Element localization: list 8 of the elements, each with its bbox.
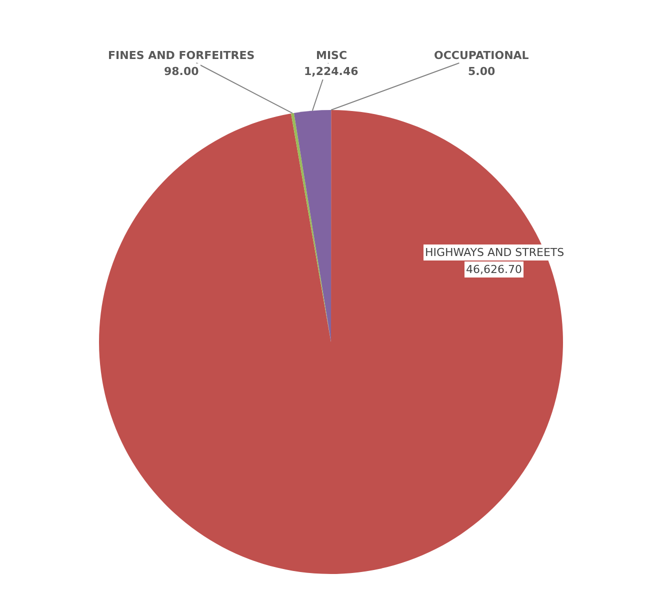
slice-label: OCCUPATIONAL — [434, 49, 529, 62]
data-label: 5.00 — [468, 65, 496, 78]
slice-label: MISC — [316, 49, 348, 62]
slice-label: FINES AND FORFEITRES — [108, 49, 255, 62]
slice-label: HIGHWAYS AND STREETS — [425, 246, 564, 259]
data-label: 46,626.70 — [466, 263, 522, 276]
data-label: 1,224.46 — [304, 65, 359, 78]
data-label: 98.00 — [164, 65, 200, 78]
